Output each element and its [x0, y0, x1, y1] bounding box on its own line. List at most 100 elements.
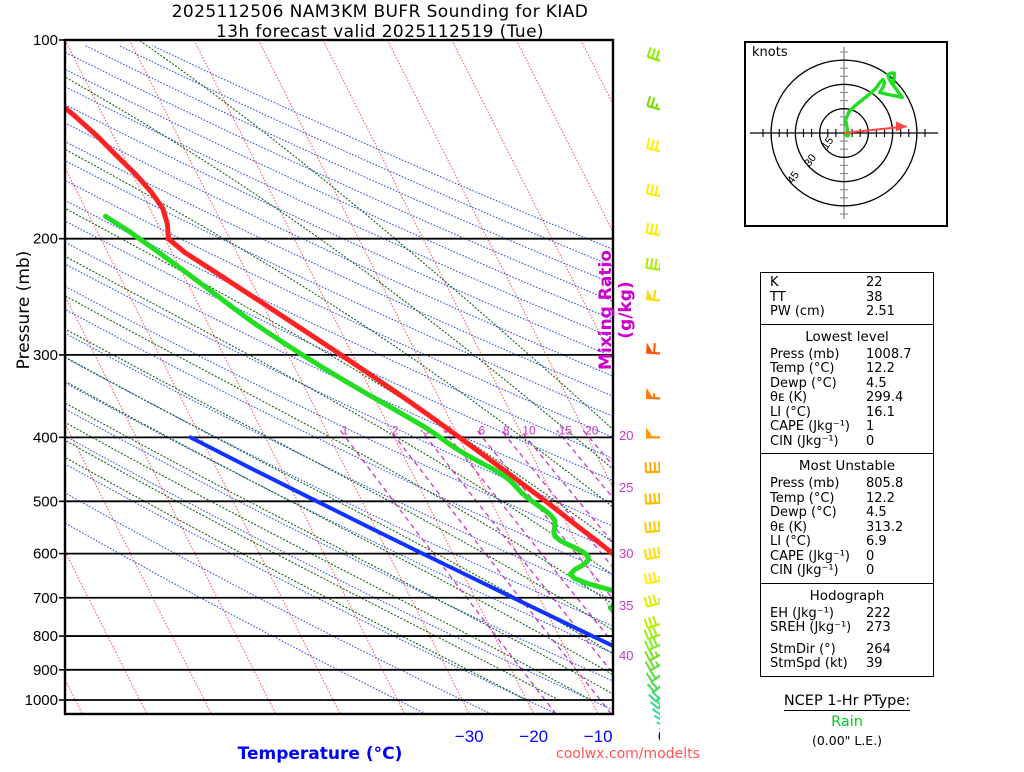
table-row: Press (mb)805.8 [761, 477, 933, 492]
mixing-ratio-tick-label: 40 [619, 648, 633, 663]
hodograph-ring-label: 15 [819, 135, 836, 152]
row-value: 39 [866, 657, 933, 672]
pressure-tick-label: 300 [33, 347, 58, 364]
wind-barb [646, 258, 660, 275]
row-key: Temp (°C) [770, 362, 866, 377]
pressure-tick-label: 600 [33, 546, 58, 563]
wind-barb [645, 521, 660, 532]
row-value: 6.9 [866, 535, 933, 550]
table-row: EH (Jkg⁻¹)222 [761, 607, 933, 622]
wind-barb [646, 427, 660, 440]
dry-adiabat-line [0, 46, 660, 714]
dry-adiabat-line [0, 46, 660, 714]
row-key: TT [770, 291, 866, 306]
moist-adiabat-line [0, 40, 559, 700]
dry-adiabat-line [0, 46, 660, 714]
temperature-tick-label: −20 [519, 727, 548, 746]
row-value: 1008.7 [866, 348, 933, 363]
dry-adiabat-line [153, 46, 660, 714]
mixing-ratio-label: 8 [503, 423, 510, 437]
mixing-ratio-tick-label: 20 [619, 428, 633, 443]
pressure-tick-label: 100 [33, 32, 58, 49]
ptype-value: Rain [744, 714, 950, 730]
table-row: Temp (°C)12.2 [761, 492, 933, 507]
wind-barb [645, 595, 660, 607]
mixing-ratio-tick-label: 25 [619, 480, 633, 495]
wind-barb [645, 572, 660, 584]
dry-adiabat-line [0, 46, 557, 714]
row-value: 2.51 [866, 305, 933, 320]
dry-adiabat-line [0, 46, 660, 714]
row-key: LI (°C) [770, 535, 866, 550]
pressure-tick-label: 800 [33, 628, 58, 645]
isotherm-line [0, 40, 18, 714]
table-row: StmDir (°)264 [761, 643, 933, 658]
dry-adiabat-line [0, 46, 660, 714]
isotherm-line [194, 40, 534, 714]
table-row: CAPE (Jkg⁻¹)0 [761, 550, 933, 565]
row-key: CIN (Jkg⁻¹) [770, 564, 866, 579]
dry-adiabat-line [0, 46, 660, 714]
isotherm-line [0, 40, 82, 714]
dry-adiabat-line [0, 46, 660, 714]
table-row: LI (°C)16.1 [761, 406, 933, 421]
row-value: 12.2 [866, 492, 933, 507]
dry-adiabat-line [0, 46, 660, 714]
row-key: Dewp (°C) [770, 506, 866, 521]
wind-barb [646, 289, 660, 305]
row-key: θᴇ (K) [770, 521, 866, 536]
pressure-tick-label: 1000 [25, 692, 58, 709]
wind-barb [646, 388, 660, 402]
dry-adiabat-line [0, 46, 622, 714]
dry-adiabat-line [0, 46, 660, 714]
mixing-ratio-label: 15 [559, 423, 573, 437]
pressure-tick-label: 700 [33, 590, 58, 607]
row-value: 16.1 [866, 406, 933, 421]
table-row: LI (°C)6.9 [761, 535, 933, 550]
row-value: 264 [866, 643, 933, 658]
row-key: LI (°C) [770, 406, 866, 421]
lowest-level-title: Lowest level [761, 328, 933, 348]
wind-barb [648, 47, 660, 70]
moist-adiabat-line [0, 40, 623, 700]
row-value: 22 [866, 276, 933, 291]
temperature-tick-label: −10 [584, 727, 613, 746]
mixing-ratio-axis-label: Mixing Ratio (g/kg) [596, 240, 636, 380]
row-key: EH (Jkg⁻¹) [770, 607, 866, 622]
row-value: 38 [866, 291, 933, 306]
dry-adiabat-line [0, 46, 660, 714]
dry-adiabat-line [86, 46, 661, 714]
row-value: 4.5 [866, 506, 933, 521]
wind-barb [645, 615, 660, 628]
mixing-ratio-line [501, 430, 660, 714]
mixing-ratio-label: 1 [342, 423, 349, 437]
mixing-ratio-label: 20 [585, 423, 599, 437]
wind-barb [647, 138, 660, 159]
dry-adiabat-line [0, 46, 660, 714]
pressure-tick-label: 500 [33, 493, 58, 510]
row-value: 4.5 [866, 377, 933, 392]
dry-adiabat-line [0, 46, 660, 714]
table-row: CIN (Jkg⁻¹)0 [761, 564, 933, 579]
table-row: θᴇ (K)313.2 [761, 521, 933, 536]
ptype-liquid-equivalent: (0.00" L.E.) [744, 733, 950, 748]
dry-adiabat-line [0, 46, 660, 714]
row-key: SREH (Jkg⁻¹) [770, 621, 866, 636]
pressure-axis-label: Pressure (mb) [14, 250, 34, 370]
wind-barb [646, 462, 660, 474]
mixing-ratio-label: 6 [479, 423, 486, 437]
hodograph-ring-label: 30 [802, 152, 819, 169]
table-row: Temp (°C)12.2 [761, 362, 933, 377]
row-key: CAPE (Jkg⁻¹) [770, 420, 866, 435]
table-row: Dewp (°C)4.5 [761, 506, 933, 521]
watermark: coolwx.com/modelts [556, 746, 700, 762]
row-key: CIN (Jkg⁻¹) [770, 435, 866, 450]
